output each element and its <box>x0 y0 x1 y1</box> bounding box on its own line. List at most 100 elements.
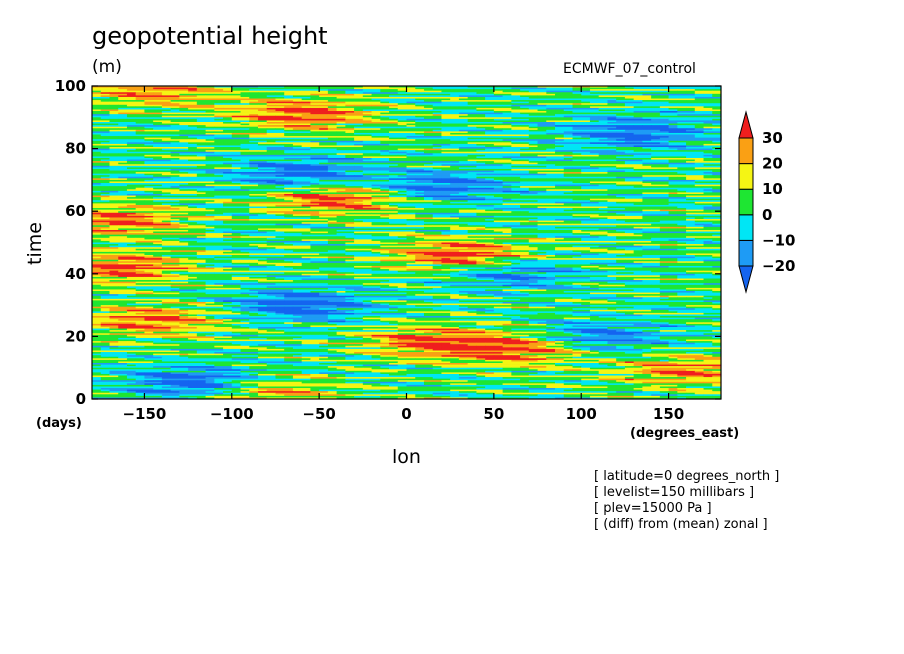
heatmap-cell <box>485 140 495 143</box>
heatmap-cell <box>153 165 163 168</box>
heatmap-cell <box>223 183 233 185</box>
heatmap-cell <box>205 136 215 138</box>
heatmap-cell <box>188 86 198 88</box>
heatmap-cell <box>511 165 521 168</box>
heatmap-cell <box>170 93 180 96</box>
heatmap-cell <box>292 95 303 98</box>
heatmap-cell <box>188 156 198 159</box>
heatmap-cell <box>563 151 573 154</box>
heatmap-cell <box>502 143 512 146</box>
heatmap-cell <box>476 103 486 106</box>
heatmap-cell <box>476 117 486 120</box>
heatmap-cell <box>476 107 486 110</box>
heatmap-cell <box>607 90 617 93</box>
heatmap-cell <box>170 148 180 151</box>
heatmap-cell <box>616 173 626 176</box>
heatmap-cell <box>633 93 643 96</box>
heatmap-cell <box>257 186 268 189</box>
heatmap-cell <box>441 126 451 129</box>
heatmap-cell <box>668 104 678 107</box>
heatmap-cell <box>624 103 635 106</box>
heatmap-cell <box>223 118 233 121</box>
heatmap-cell <box>92 165 102 168</box>
heatmap-cell <box>712 96 722 99</box>
heatmap-cell <box>616 101 626 104</box>
heatmap-cell <box>336 190 346 193</box>
heatmap-cell <box>135 100 145 102</box>
heatmap-cell <box>642 145 652 148</box>
heatmap-cell <box>598 115 608 118</box>
heatmap-cell <box>144 184 154 187</box>
heatmap-cell <box>144 148 154 151</box>
heatmap-cell <box>275 167 285 170</box>
heatmap-cell <box>406 126 416 129</box>
heatmap-cell <box>118 125 128 127</box>
heatmap-cell <box>223 181 233 184</box>
heatmap-cell <box>249 104 259 107</box>
heatmap-cell <box>153 93 163 96</box>
heatmap-cell <box>223 96 233 99</box>
heatmap-cell <box>502 93 512 96</box>
heatmap-cell <box>319 131 329 134</box>
heatmap-cell <box>677 109 687 112</box>
heatmap-cell <box>301 117 311 120</box>
heatmap-cell <box>659 86 669 88</box>
heatmap-cell <box>362 87 372 90</box>
heatmap-cell <box>511 139 521 142</box>
heatmap-cell <box>196 122 206 124</box>
heatmap-cell <box>406 159 416 162</box>
heatmap-cell <box>92 117 102 120</box>
heatmap-cell <box>301 167 311 170</box>
heatmap-cell <box>371 159 381 162</box>
heatmap-cell <box>659 104 669 107</box>
heatmap-cell <box>555 170 565 173</box>
heatmap-cell <box>118 147 128 149</box>
heatmap-cell <box>205 87 215 90</box>
heatmap-cell <box>362 147 372 149</box>
heatmap-cell <box>362 179 372 182</box>
heatmap-cell <box>537 95 547 98</box>
heatmap-cell <box>92 106 102 109</box>
heatmap-cell <box>362 170 372 173</box>
heatmap-cell <box>563 184 573 187</box>
heatmap-cell <box>92 170 102 173</box>
heatmap-cell <box>572 176 582 179</box>
heatmap-cell <box>581 103 591 106</box>
heatmap-cell <box>188 168 198 171</box>
heatmap-cell <box>572 115 582 118</box>
heatmap-cell <box>703 101 713 104</box>
heatmap-cell <box>389 129 399 132</box>
heatmap-cell <box>126 139 137 142</box>
heatmap-cell <box>144 132 154 135</box>
heatmap-cell <box>450 139 460 142</box>
heatmap-cell <box>345 165 355 168</box>
heatmap-cell <box>686 93 696 96</box>
heatmap-cell <box>432 134 442 137</box>
heatmap-cell <box>397 140 407 143</box>
heatmap-cell <box>432 120 442 123</box>
heatmap-cell <box>563 179 573 182</box>
heatmap-cell <box>301 161 311 163</box>
heatmap-cell <box>100 184 110 187</box>
heatmap-cell <box>249 98 259 101</box>
heatmap-cell <box>92 89 102 91</box>
heatmap-cell <box>528 87 538 90</box>
heatmap-cell <box>555 184 565 187</box>
heatmap-cell <box>362 120 372 123</box>
heatmap-cell <box>205 100 215 102</box>
heatmap-cell <box>572 136 582 138</box>
heatmap-cell <box>511 126 521 129</box>
heatmap-cell <box>118 109 128 112</box>
heatmap-cell <box>389 126 399 129</box>
heatmap-cell <box>415 184 425 187</box>
chart-title: geopotential height <box>92 22 328 50</box>
heatmap-cell <box>572 142 582 145</box>
heatmap-cell <box>476 151 486 154</box>
heatmap-cell <box>415 156 425 159</box>
heatmap-cell <box>406 156 416 159</box>
heatmap-cell <box>319 151 329 154</box>
heatmap-cell <box>223 109 233 112</box>
heatmap-cell <box>118 176 128 179</box>
heatmap-cell <box>188 89 198 91</box>
heatmap-cell <box>310 104 320 107</box>
